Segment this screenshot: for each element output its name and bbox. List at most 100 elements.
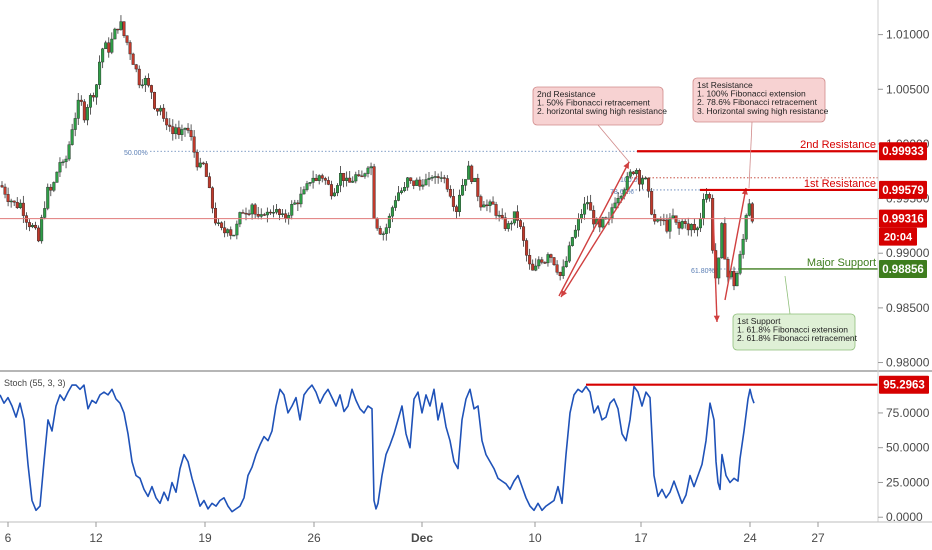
candle bbox=[241, 209, 245, 214]
stoch-level-tag: 95.2963 bbox=[879, 375, 929, 394]
candle bbox=[323, 176, 327, 185]
annotation-line: 2. 78.6% Fibonacci retracement bbox=[697, 97, 818, 107]
candle bbox=[201, 161, 205, 166]
svg-text:0.99579: 0.99579 bbox=[882, 185, 924, 197]
time-tick-label: 12 bbox=[89, 531, 103, 545]
candle bbox=[317, 174, 321, 185]
candle bbox=[546, 252, 550, 267]
candle bbox=[336, 183, 340, 197]
candle bbox=[339, 165, 343, 193]
candle bbox=[470, 164, 474, 185]
candle bbox=[436, 173, 440, 184]
candle bbox=[186, 123, 190, 134]
candle bbox=[366, 165, 370, 178]
candle bbox=[171, 119, 175, 141]
candle bbox=[647, 177, 651, 198]
candle bbox=[485, 199, 489, 212]
candle bbox=[683, 219, 687, 229]
level-name: 1st Resistance bbox=[804, 178, 876, 190]
candle bbox=[631, 171, 635, 176]
candle bbox=[308, 181, 312, 187]
price-tick-label: 0.98500 bbox=[886, 301, 930, 315]
candle bbox=[467, 160, 471, 180]
candle bbox=[104, 40, 108, 50]
candle bbox=[128, 40, 132, 61]
candle bbox=[113, 27, 117, 40]
candle bbox=[189, 124, 193, 141]
candle bbox=[256, 206, 260, 220]
candle bbox=[299, 186, 303, 208]
candle bbox=[3, 183, 7, 199]
candle bbox=[738, 250, 742, 276]
candle bbox=[406, 177, 410, 191]
candle bbox=[354, 171, 358, 184]
annotation-line: 3. Horizontal swing high resistance bbox=[697, 106, 829, 116]
candle bbox=[268, 209, 272, 216]
svg-text:0.98856: 0.98856 bbox=[882, 264, 924, 276]
candle bbox=[433, 171, 437, 184]
level-name: 2nd Resistance bbox=[800, 139, 876, 151]
time-tick-label: Dec bbox=[411, 531, 433, 545]
candle bbox=[15, 197, 19, 210]
candle bbox=[223, 220, 227, 238]
candle bbox=[177, 120, 181, 139]
candle bbox=[528, 248, 532, 270]
candle bbox=[226, 228, 230, 237]
candle bbox=[427, 172, 431, 187]
countdown-tag: 20:04 bbox=[879, 227, 917, 246]
candle bbox=[482, 201, 486, 208]
candle bbox=[290, 200, 294, 220]
time-tick-label: 6 bbox=[5, 531, 12, 545]
price-pane: 50.00%100.0%78.60%61.80% 2nd Resistance1… bbox=[0, 15, 878, 351]
annotation-line: 2. horizontal swing high resistance bbox=[537, 106, 667, 116]
candle bbox=[558, 271, 562, 281]
candle bbox=[198, 157, 202, 169]
price-tick-label: 0.99000 bbox=[886, 246, 930, 260]
candle bbox=[412, 180, 416, 190]
candle bbox=[378, 225, 382, 236]
candle bbox=[442, 174, 446, 184]
candle bbox=[195, 149, 199, 171]
candle bbox=[564, 256, 568, 268]
candle bbox=[552, 256, 556, 266]
candle bbox=[689, 223, 693, 237]
candle bbox=[88, 93, 92, 115]
price-tick-label: 0.98000 bbox=[886, 356, 930, 370]
candle bbox=[454, 204, 458, 219]
fib-label: 61.80% bbox=[691, 268, 715, 275]
candle bbox=[586, 195, 590, 210]
annotation-line: 1. 50% Fibonacci retracement bbox=[537, 98, 651, 108]
candle bbox=[583, 197, 587, 220]
candle bbox=[351, 176, 355, 183]
candle bbox=[326, 176, 330, 186]
stoch-axis[interactable]: 75.0000 50.0000 25.0000 0.0000 bbox=[878, 406, 930, 524]
annotation-line: 1. 61.8% Fibonacci extension bbox=[737, 325, 848, 335]
candle bbox=[342, 173, 346, 188]
candle bbox=[110, 32, 114, 55]
candle bbox=[82, 99, 86, 123]
candle bbox=[515, 205, 519, 228]
time-axis[interactable]: 6 12 19 26 Dec 10 17 24 27 bbox=[5, 522, 825, 545]
candle bbox=[637, 168, 641, 192]
candle bbox=[192, 130, 196, 158]
candle bbox=[168, 118, 172, 132]
candle bbox=[497, 210, 501, 222]
candle bbox=[363, 172, 367, 179]
candle bbox=[644, 176, 648, 180]
svg-text:0.99316: 0.99316 bbox=[882, 214, 924, 226]
candle bbox=[320, 173, 324, 183]
candle bbox=[692, 218, 696, 234]
candle bbox=[91, 92, 95, 102]
price-tag-current: 0.99316 bbox=[879, 209, 927, 228]
candle bbox=[400, 187, 404, 195]
candle bbox=[665, 214, 669, 234]
candle bbox=[424, 173, 428, 186]
candle bbox=[525, 238, 529, 262]
candle bbox=[741, 233, 745, 259]
candle bbox=[162, 104, 166, 122]
